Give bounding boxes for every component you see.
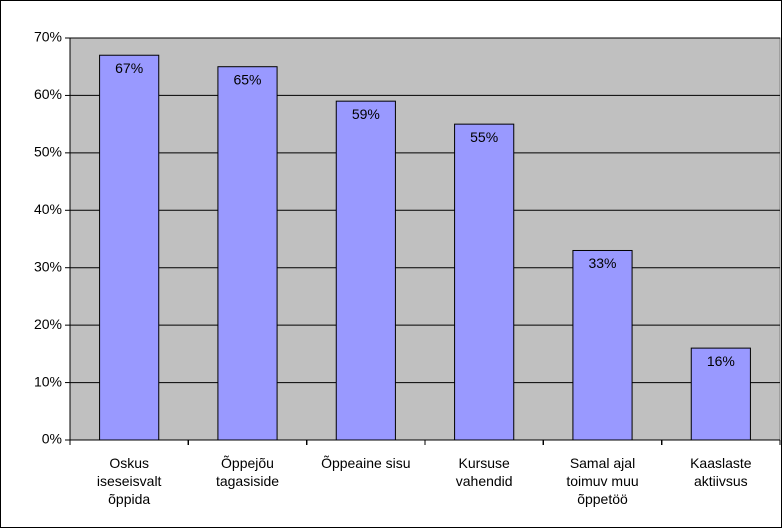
value-label: 59%: [352, 106, 380, 122]
y-tick-label: 70%: [34, 29, 62, 45]
bar: [454, 123, 515, 441]
y-tick-label: 40%: [34, 201, 62, 217]
plot-area: [69, 37, 781, 441]
value-label: 33%: [588, 255, 616, 271]
x-tick-label: Õppeaine sisu: [321, 455, 411, 471]
y-tick-label: 10%: [34, 373, 62, 389]
x-tick-label: Kursuse vahendid: [456, 455, 513, 489]
bar: [572, 249, 633, 441]
bar: [335, 100, 396, 441]
value-label: 16%: [707, 353, 735, 369]
y-tick-label: 30%: [34, 258, 62, 274]
x-tick-label: Kaaslaste aktiivsus: [690, 455, 752, 489]
y-tick-label: 20%: [34, 316, 62, 332]
value-label: 55%: [470, 129, 498, 145]
bar: [217, 66, 278, 441]
bar: [690, 347, 751, 441]
x-tick-label: Oskus iseseisvalt õppida: [97, 455, 162, 507]
x-tick-label: Õppejõu tagasiside: [216, 455, 279, 489]
y-tick-label: 60%: [34, 86, 62, 102]
y-tick-label: 50%: [34, 144, 62, 160]
y-tick-label: 0%: [42, 431, 62, 447]
value-label: 65%: [233, 71, 261, 87]
x-tick-label: Samal ajal toimuv muu õppetöö: [566, 455, 638, 507]
value-label: 67%: [115, 60, 143, 76]
bar: [99, 54, 160, 441]
